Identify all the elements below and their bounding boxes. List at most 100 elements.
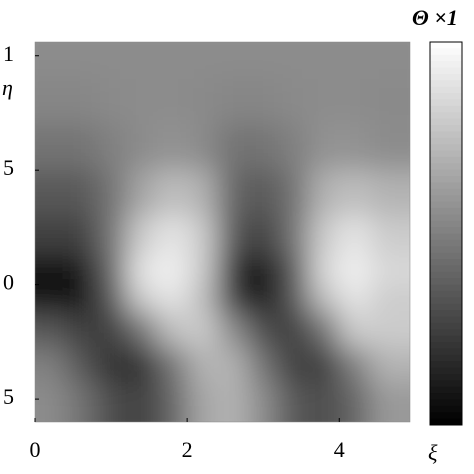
heatmap-cell [35,42,67,80]
colorbar-step [430,86,462,94]
heatmap-cell [247,124,280,172]
heatmap-cell [247,381,280,422]
heatmap-cell [308,313,341,349]
heatmap-cell [35,124,67,172]
colorbar-step [430,284,462,292]
heatmap-cell [308,347,341,383]
heatmap-cell [308,170,341,217]
heatmap-cell [278,381,310,422]
heatmap-cell [339,170,371,217]
heatmap-cell [339,215,371,258]
colorbar-step [430,93,462,100]
colorbar-step [430,405,462,413]
colorbar-step [430,233,462,241]
colorbar [430,42,462,426]
y-tick-label: 5 [3,155,14,180]
colorbar-step [430,348,462,356]
colorbar-step [430,252,462,260]
heatmap-cell [308,284,341,315]
heatmap-cell [278,313,310,349]
y-tick-label: 1 [3,41,14,66]
heatmap-cell [65,313,97,349]
heatmap-cell [369,42,410,80]
colorbar-step [430,310,462,317]
heatmap-cell [369,215,410,258]
heatmap-cell [95,170,128,217]
heatmap-cell [308,256,341,286]
heatmap-cell [65,42,97,80]
heatmap-cell [126,313,158,349]
heatmap-cell [369,78,410,126]
colorbar-step [430,271,462,279]
colorbar-step [430,163,462,171]
colorbar-step [430,214,462,222]
heatmap-cell [95,215,128,258]
heatmap-cell [187,256,219,286]
heatmap-cell [339,284,371,315]
heatmap-cell [187,170,219,217]
heatmap-cell [308,78,341,126]
colorbar-step [430,220,462,228]
heatmap-cell [65,215,97,258]
colorbar-step [430,54,462,62]
heatmap-cell [339,78,371,126]
colorbar-step [430,290,462,298]
heatmap-cell [35,313,67,349]
y-tick-label: 0 [3,270,14,295]
heatmap-cell [187,284,219,315]
colorbar-step [430,112,462,120]
heatmap-cell [126,42,158,80]
heatmap-cell [278,78,310,126]
heatmap-cell [65,170,97,217]
colorbar-step [430,367,462,375]
heatmap-cell [126,256,158,286]
heatmap-cell [339,381,371,422]
heatmap-cell [217,313,249,349]
heatmap-cell [187,215,219,258]
colorbar-step [430,418,462,426]
colorbar-step [430,48,462,56]
heatmap-cell [217,170,249,217]
heatmap-cell [339,347,371,383]
colorbar-step [430,342,462,349]
colorbar-step [430,303,462,311]
heatmap-cell [217,215,249,258]
heatmap-cell [369,381,410,422]
colorbar-step [430,265,462,273]
heatmap-cell [65,284,97,315]
heatmap-cell [95,124,128,172]
heatmap-cell [217,78,249,126]
colorbar-step [430,105,462,113]
heatmap-cell [247,215,280,258]
heatmap-cell [35,215,67,258]
heatmap-cell [278,215,310,258]
heatmap-cell [339,256,371,286]
colorbar-step [430,373,462,381]
colorbar-step [430,73,462,81]
colorbar-step [430,182,462,190]
colorbar-step [430,201,462,209]
heatmap-cell [217,124,249,172]
heatmap-cell [339,42,371,80]
heatmap-cell [217,347,249,383]
colorbar-step [430,246,462,254]
heatmap-cell [35,78,67,126]
colorbar-step [430,118,462,126]
heatmap-cell [156,42,189,80]
heatmap-cell [156,170,189,217]
colorbar-step [430,131,462,139]
heatmap-cell [247,313,280,349]
colorbar-step [430,412,462,420]
x-axis-label: ξ [428,440,438,465]
heatmap-cell [278,170,310,217]
heatmap-cell [369,124,410,172]
colorbar-step [430,335,462,343]
heatmap-cell [217,42,249,80]
colorbar-step [430,176,462,183]
heatmap-cell [156,313,189,349]
heatmap-cell [156,284,189,315]
colorbar-step [430,42,462,49]
heatmap-cell [187,347,219,383]
heatmap-cell [247,256,280,286]
